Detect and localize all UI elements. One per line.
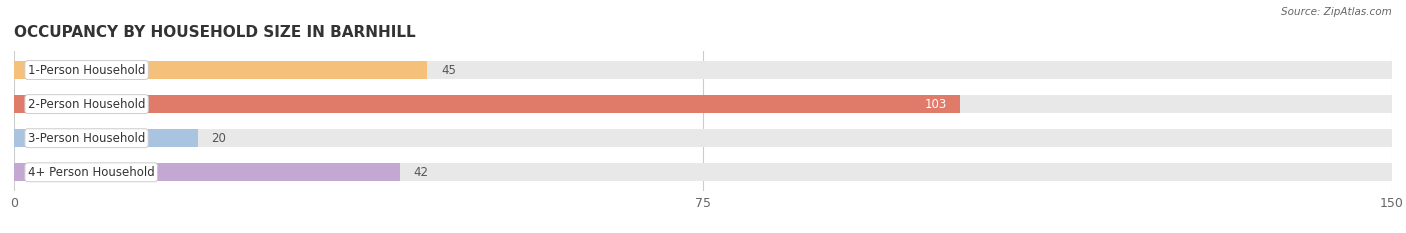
Bar [14, 129, 198, 147]
Text: OCCUPANCY BY HOUSEHOLD SIZE IN BARNHILL: OCCUPANCY BY HOUSEHOLD SIZE IN BARNHILL [14, 25, 416, 40]
Text: 4+ Person Household: 4+ Person Household [28, 166, 155, 179]
Bar [14, 163, 1392, 181]
Text: 3-Person Household: 3-Person Household [28, 132, 145, 145]
Bar [14, 61, 1392, 79]
Bar [14, 95, 1392, 113]
Bar [14, 61, 427, 79]
Text: 45: 45 [441, 64, 456, 76]
Text: 42: 42 [413, 166, 429, 179]
Text: 2-Person Household: 2-Person Household [28, 98, 145, 111]
Bar [14, 129, 1392, 147]
Text: 20: 20 [211, 132, 226, 145]
Text: 1-Person Household: 1-Person Household [28, 64, 145, 76]
Bar [14, 95, 960, 113]
Bar [14, 163, 399, 181]
Text: Source: ZipAtlas.com: Source: ZipAtlas.com [1281, 7, 1392, 17]
Text: 103: 103 [924, 98, 946, 111]
